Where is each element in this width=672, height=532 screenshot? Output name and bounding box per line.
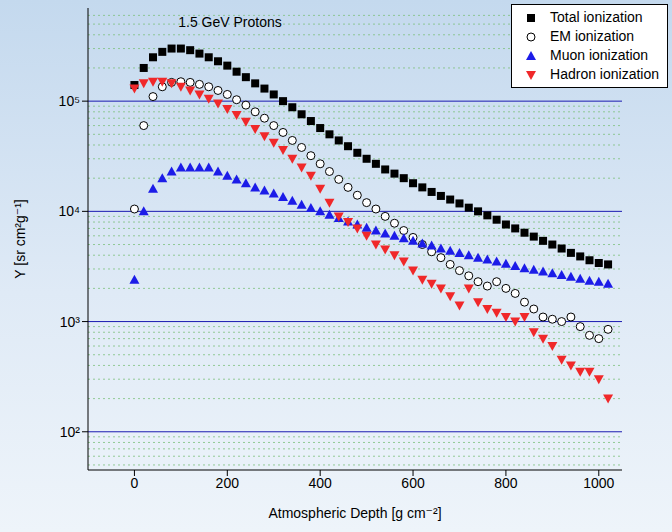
html-text:Total ionization: Total ionization (550, 9, 643, 25)
svg-text:Atmospheric Depth [g cm⁻²]: Atmospheric Depth [g cm⁻²] (268, 505, 441, 521)
svg-text:600: 600 (401, 475, 425, 491)
svg-text:Y [sr cm²g⁻¹]: Y [sr cm²g⁻¹] (12, 199, 28, 278)
svg-text:10³: 10³ (60, 314, 81, 330)
svg-text:1000: 1000 (583, 475, 614, 491)
svg-text:10⁵: 10⁵ (59, 93, 80, 109)
svg-text:10⁴: 10⁴ (58, 203, 80, 219)
html-text:Muon ionization: Muon ionization (550, 47, 649, 63)
svg-text:400: 400 (308, 475, 332, 491)
html-text:1.5 GeV Protons: 1.5 GeV Protons (178, 14, 282, 30)
html-text:Hadron ionization: Hadron ionization (550, 66, 659, 82)
html-text:EM ionization: EM ionization (550, 28, 635, 44)
svg-text:200: 200 (216, 475, 240, 491)
svg-text:0: 0 (131, 475, 139, 491)
svg-text:800: 800 (494, 475, 518, 491)
svg-text:10²: 10² (60, 424, 81, 440)
